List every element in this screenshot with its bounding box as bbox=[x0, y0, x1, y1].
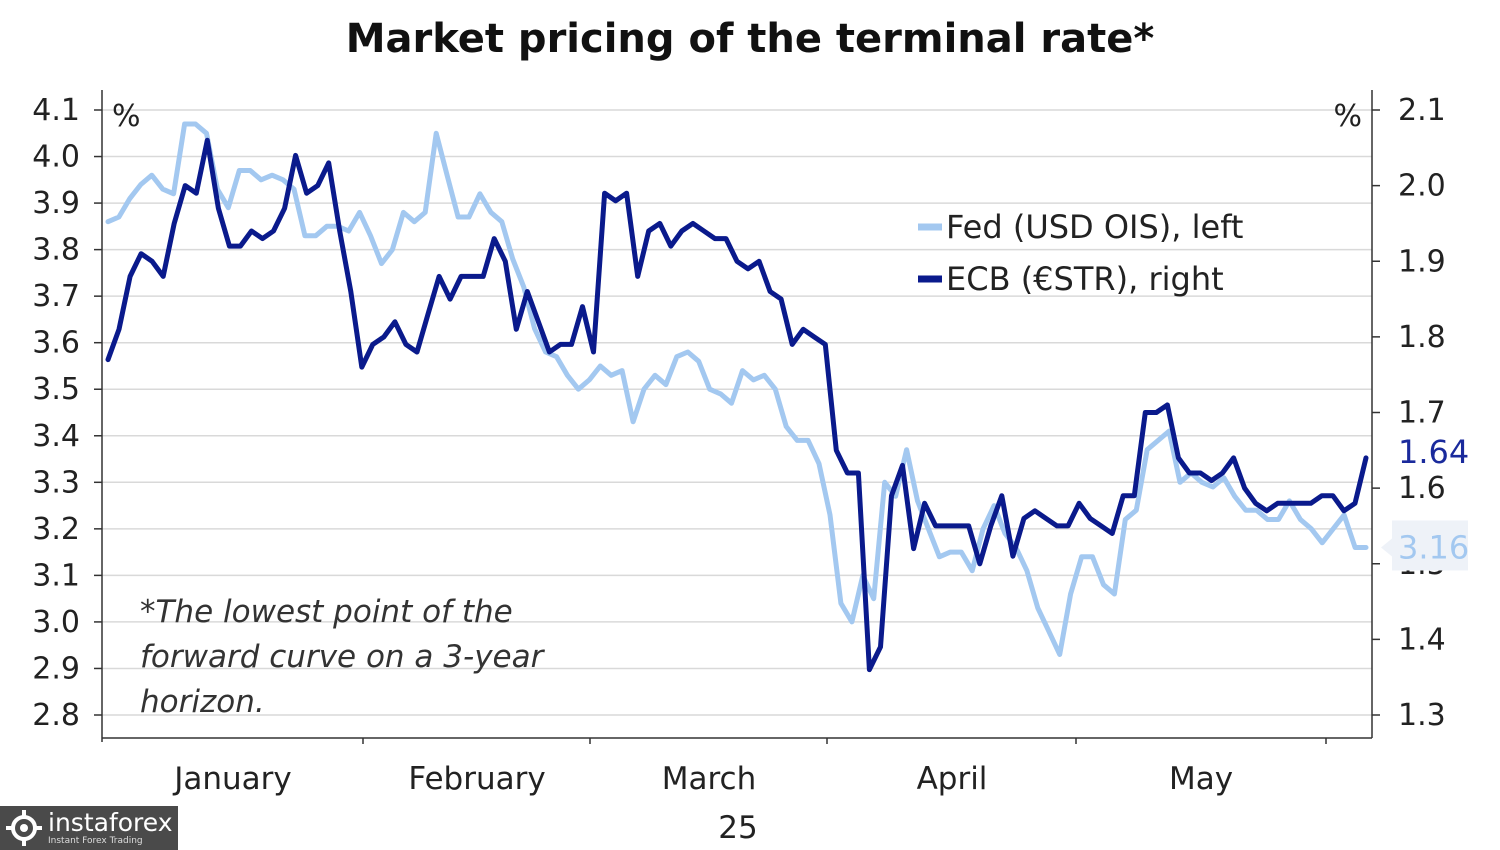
watermark-tagline: Instant Forex Trading bbox=[48, 836, 143, 846]
left-tick-label: 3.5 bbox=[32, 372, 80, 407]
x-tick-label-may: May bbox=[1169, 761, 1233, 797]
right-tick-label: 2.0 bbox=[1398, 169, 1446, 204]
end-label-fed: 3.16 bbox=[1398, 528, 1469, 566]
right-tick-label: 1.4 bbox=[1398, 622, 1446, 657]
left-tick-label: 3.8 bbox=[32, 233, 80, 268]
x-tick-label-march: March bbox=[662, 761, 757, 797]
x-tick-label-january: January bbox=[172, 761, 292, 797]
annotation-line-2: forward curve on a 3-year bbox=[140, 639, 546, 675]
x-axis-year-label: 25 bbox=[718, 810, 757, 846]
x-tick-label-february: February bbox=[408, 761, 545, 797]
left-tick-label: 4.0 bbox=[32, 140, 80, 175]
legend: Fed (USD OIS), left ECB (€STR), right bbox=[918, 208, 1243, 298]
legend-label-ecb: ECB (€STR), right bbox=[946, 260, 1224, 298]
series-lines bbox=[105, 121, 1369, 673]
right-tick-label: 1.3 bbox=[1398, 698, 1446, 733]
end-label-ecb-box bbox=[1392, 432, 1468, 469]
series-line-ecb bbox=[105, 137, 1369, 673]
left-tick-label: 3.9 bbox=[32, 186, 80, 221]
end-label-ecb: 1.64 bbox=[1398, 433, 1469, 471]
left-tick-label: 3.4 bbox=[32, 419, 80, 454]
x-tick-label-april: April bbox=[917, 761, 988, 797]
x-axis-labels: January February March April May bbox=[172, 738, 1327, 797]
left-tick-label: 3.1 bbox=[32, 558, 80, 593]
right-axis-ticks: 2.12.01.91.81.71.61.51.41.3 bbox=[1372, 93, 1446, 733]
left-tick-label: 4.1 bbox=[32, 93, 80, 128]
right-tick-label: 1.7 bbox=[1398, 396, 1446, 431]
chart-title: Market pricing of the terminal rate* bbox=[346, 16, 1155, 62]
end-label-fed-box bbox=[1392, 520, 1468, 571]
instaforex-logo-icon bbox=[6, 810, 42, 846]
right-tick-label: 1.6 bbox=[1398, 471, 1446, 506]
left-tick-label: 2.8 bbox=[32, 698, 80, 733]
right-tick-label: 1.8 bbox=[1398, 320, 1446, 355]
watermark-brand: instaforex bbox=[48, 808, 173, 837]
end-label-fed-pointer bbox=[1381, 538, 1392, 557]
axes bbox=[101, 90, 1373, 742]
annotation-line-1: *The lowest point of the bbox=[140, 594, 513, 630]
left-tick-label: 3.3 bbox=[32, 465, 80, 500]
right-tick-label: 2.1 bbox=[1398, 93, 1446, 128]
left-tick-label: 2.9 bbox=[32, 651, 80, 686]
annotation-line-3: horizon. bbox=[140, 684, 265, 720]
left-tick-label: 3.2 bbox=[32, 512, 80, 547]
series-line-fed bbox=[105, 121, 1369, 657]
watermark-logo: instaforex Instant Forex Trading bbox=[0, 806, 178, 850]
right-axis-unit: % bbox=[1333, 99, 1362, 134]
legend-label-fed: Fed (USD OIS), left bbox=[946, 208, 1243, 246]
left-tick-label: 3.0 bbox=[32, 605, 80, 640]
left-axis-unit: % bbox=[112, 99, 141, 134]
grid bbox=[102, 109, 1372, 716]
left-tick-label: 3.6 bbox=[32, 326, 80, 361]
end-labels: 3.16 1.64 bbox=[1381, 432, 1469, 571]
right-tick-label: 1.9 bbox=[1398, 244, 1446, 279]
left-tick-label: 3.7 bbox=[32, 279, 80, 314]
left-axis-ticks: 4.1 4.0 3.9 3.8 3.7 3.6 3.5 3.4 3.3 3.2 3.1 3.0 2.9 2… bbox=[32, 93, 102, 733]
annotation: *The lowest point of the forward curve o… bbox=[140, 594, 546, 720]
